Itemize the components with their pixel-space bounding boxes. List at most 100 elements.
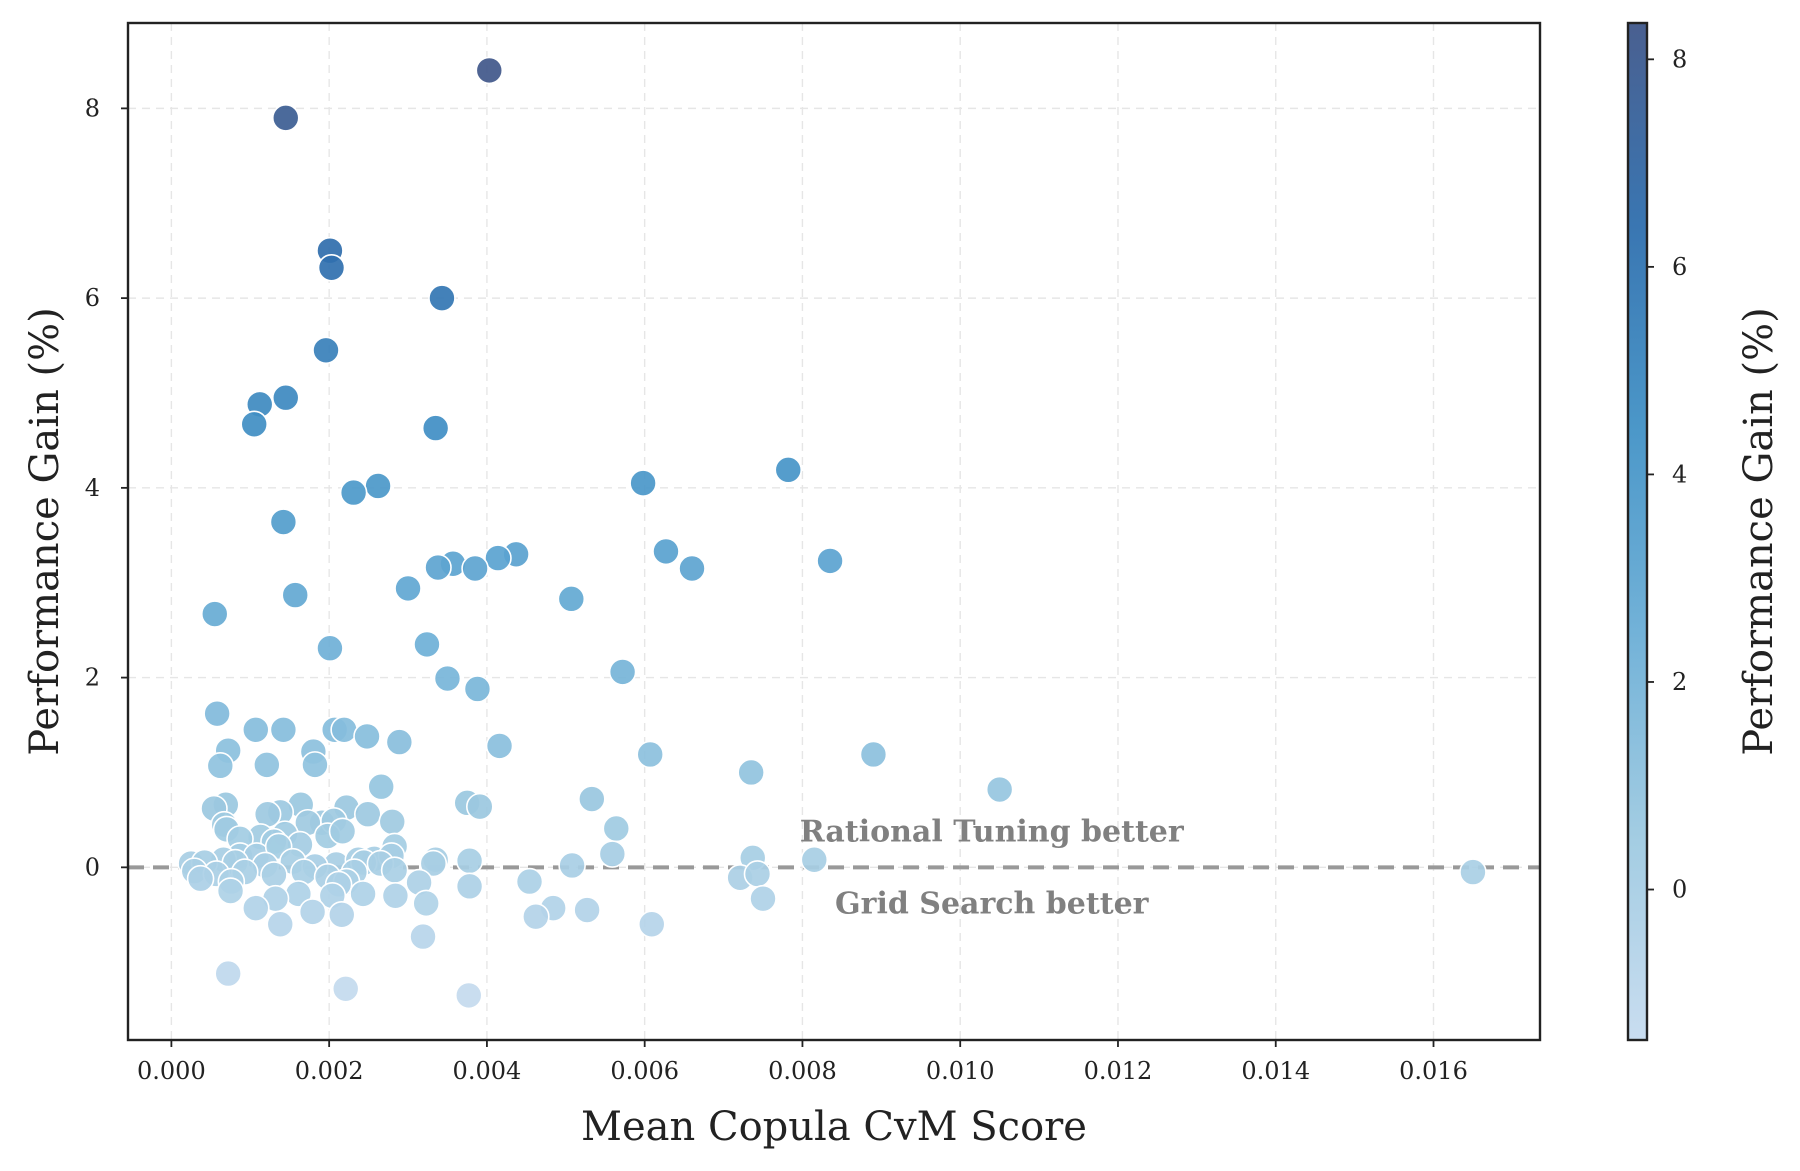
data-point-5 (312, 336, 340, 365)
y-axis-ticks: 0 2 4 6 8 (85, 94, 128, 881)
data-point-59 (354, 800, 382, 829)
data-point-11 (629, 469, 657, 497)
data-point-101 (260, 861, 288, 889)
data-point-60 (378, 808, 407, 836)
data-point-31 (463, 675, 492, 703)
data-point-30 (433, 664, 462, 693)
data-point-6 (271, 383, 300, 412)
data-point-70 (328, 817, 357, 846)
y-tick-label-4: 8 (85, 94, 100, 122)
colorbar (1626, 21, 1649, 1042)
data-point-81 (455, 846, 484, 875)
data-point-36 (330, 715, 358, 744)
data-point-13 (339, 478, 368, 507)
data-point-95 (419, 849, 448, 878)
data-point-43 (859, 740, 888, 769)
data-point-116 (216, 877, 245, 905)
x-tick-label-2: 0.004 (453, 1057, 522, 1085)
data-point-50 (578, 785, 606, 813)
data-point-122 (749, 884, 777, 913)
data-point-45 (253, 751, 281, 779)
x-axis-title: Mean Copula CvM Score (581, 1104, 1087, 1150)
x-tick-label-3: 0.006 (610, 1057, 679, 1085)
x-tick-label-6: 0.012 (1084, 1057, 1153, 1085)
data-point-96 (558, 851, 586, 880)
data-point-3 (317, 253, 346, 282)
data-point-120 (381, 881, 410, 910)
data-point-125 (241, 894, 270, 922)
data-point-4 (428, 284, 456, 312)
data-point-129 (573, 896, 601, 924)
data-point-10 (774, 456, 803, 484)
data-point-131 (637, 910, 666, 939)
data-point-9 (421, 414, 450, 442)
data-point-49 (985, 775, 1014, 804)
y-axis-title: Performance Gain (%) (22, 307, 68, 756)
colorbar-tick-label-4: 8 (1672, 45, 1687, 73)
data-point-28 (413, 630, 441, 659)
data-point-52 (466, 792, 494, 821)
data-point-32 (203, 699, 231, 728)
data-point-38 (385, 728, 414, 756)
colorbar-tick-label-1: 2 (1672, 668, 1687, 696)
data-point-126 (298, 898, 327, 926)
data-point-24 (281, 581, 310, 609)
data-point-127 (327, 900, 356, 929)
x-tick-label-5: 0.010 (926, 1057, 995, 1085)
data-point-79 (598, 840, 627, 868)
y-tick-label-1: 2 (85, 664, 100, 692)
colorbar-tick-label-0: 0 (1672, 876, 1687, 904)
data-point-0 (475, 56, 504, 85)
data-point-14 (269, 508, 298, 536)
data-point-1 (271, 104, 300, 132)
data-point-12 (364, 472, 392, 500)
data-point-106 (186, 864, 215, 893)
data-point-8 (240, 410, 269, 439)
data-point-135 (454, 981, 483, 1010)
data-point-26 (200, 600, 229, 628)
x-tick-label-4: 0.008 (768, 1057, 837, 1085)
data-point-132 (409, 922, 437, 951)
colorbar-tick-label-3: 6 (1672, 253, 1687, 281)
data-point-21 (461, 554, 489, 583)
data-point-42 (636, 740, 665, 769)
data-point-85 (800, 845, 829, 874)
x-axis-ticks: 0.000 0.002 0.004 0.006 0.008 0.010 0.012 0.014… (137, 1040, 1468, 1085)
colorbar-tick-label-2: 4 (1672, 460, 1687, 488)
data-point-46 (301, 751, 329, 779)
data-point-65 (602, 814, 631, 843)
data-point-105 (380, 856, 409, 884)
data-point-123 (412, 889, 440, 918)
data-point-33 (241, 715, 270, 744)
y-tick-label-2: 4 (85, 474, 100, 502)
x-tick-label-8: 0.016 (1399, 1057, 1468, 1085)
annotation-rational-tuning: Rational Tuning better (800, 814, 1185, 849)
data-point-27 (316, 634, 344, 662)
data-point-18 (484, 544, 512, 572)
colorbar-title: Performance Gain (%) (1736, 307, 1782, 756)
data-point-119 (349, 880, 377, 908)
data-point-39 (485, 732, 514, 760)
data-point-133 (214, 959, 242, 988)
grid-lines (128, 23, 1540, 1040)
data-point-115 (1459, 858, 1487, 886)
data-point-20 (424, 553, 452, 582)
data-point-34 (269, 715, 298, 744)
y-tick-label-0: 0 (85, 853, 100, 881)
data-point-128 (522, 902, 550, 931)
data-point-112 (515, 867, 544, 896)
data-point-17 (816, 547, 844, 575)
data-point-44 (206, 752, 235, 780)
data-point-16 (652, 537, 680, 566)
data-point-114 (743, 860, 772, 888)
data-point-47 (737, 758, 765, 787)
x-tick-label-7: 0.014 (1241, 1057, 1310, 1085)
data-point-22 (678, 554, 706, 583)
annotation-grid-search: Grid Search better (835, 886, 1150, 921)
data-point-130 (266, 910, 295, 939)
data-point-37 (353, 722, 381, 751)
data-point-111 (455, 872, 484, 901)
data-point-48 (367, 772, 396, 801)
data-point-29 (608, 658, 637, 686)
